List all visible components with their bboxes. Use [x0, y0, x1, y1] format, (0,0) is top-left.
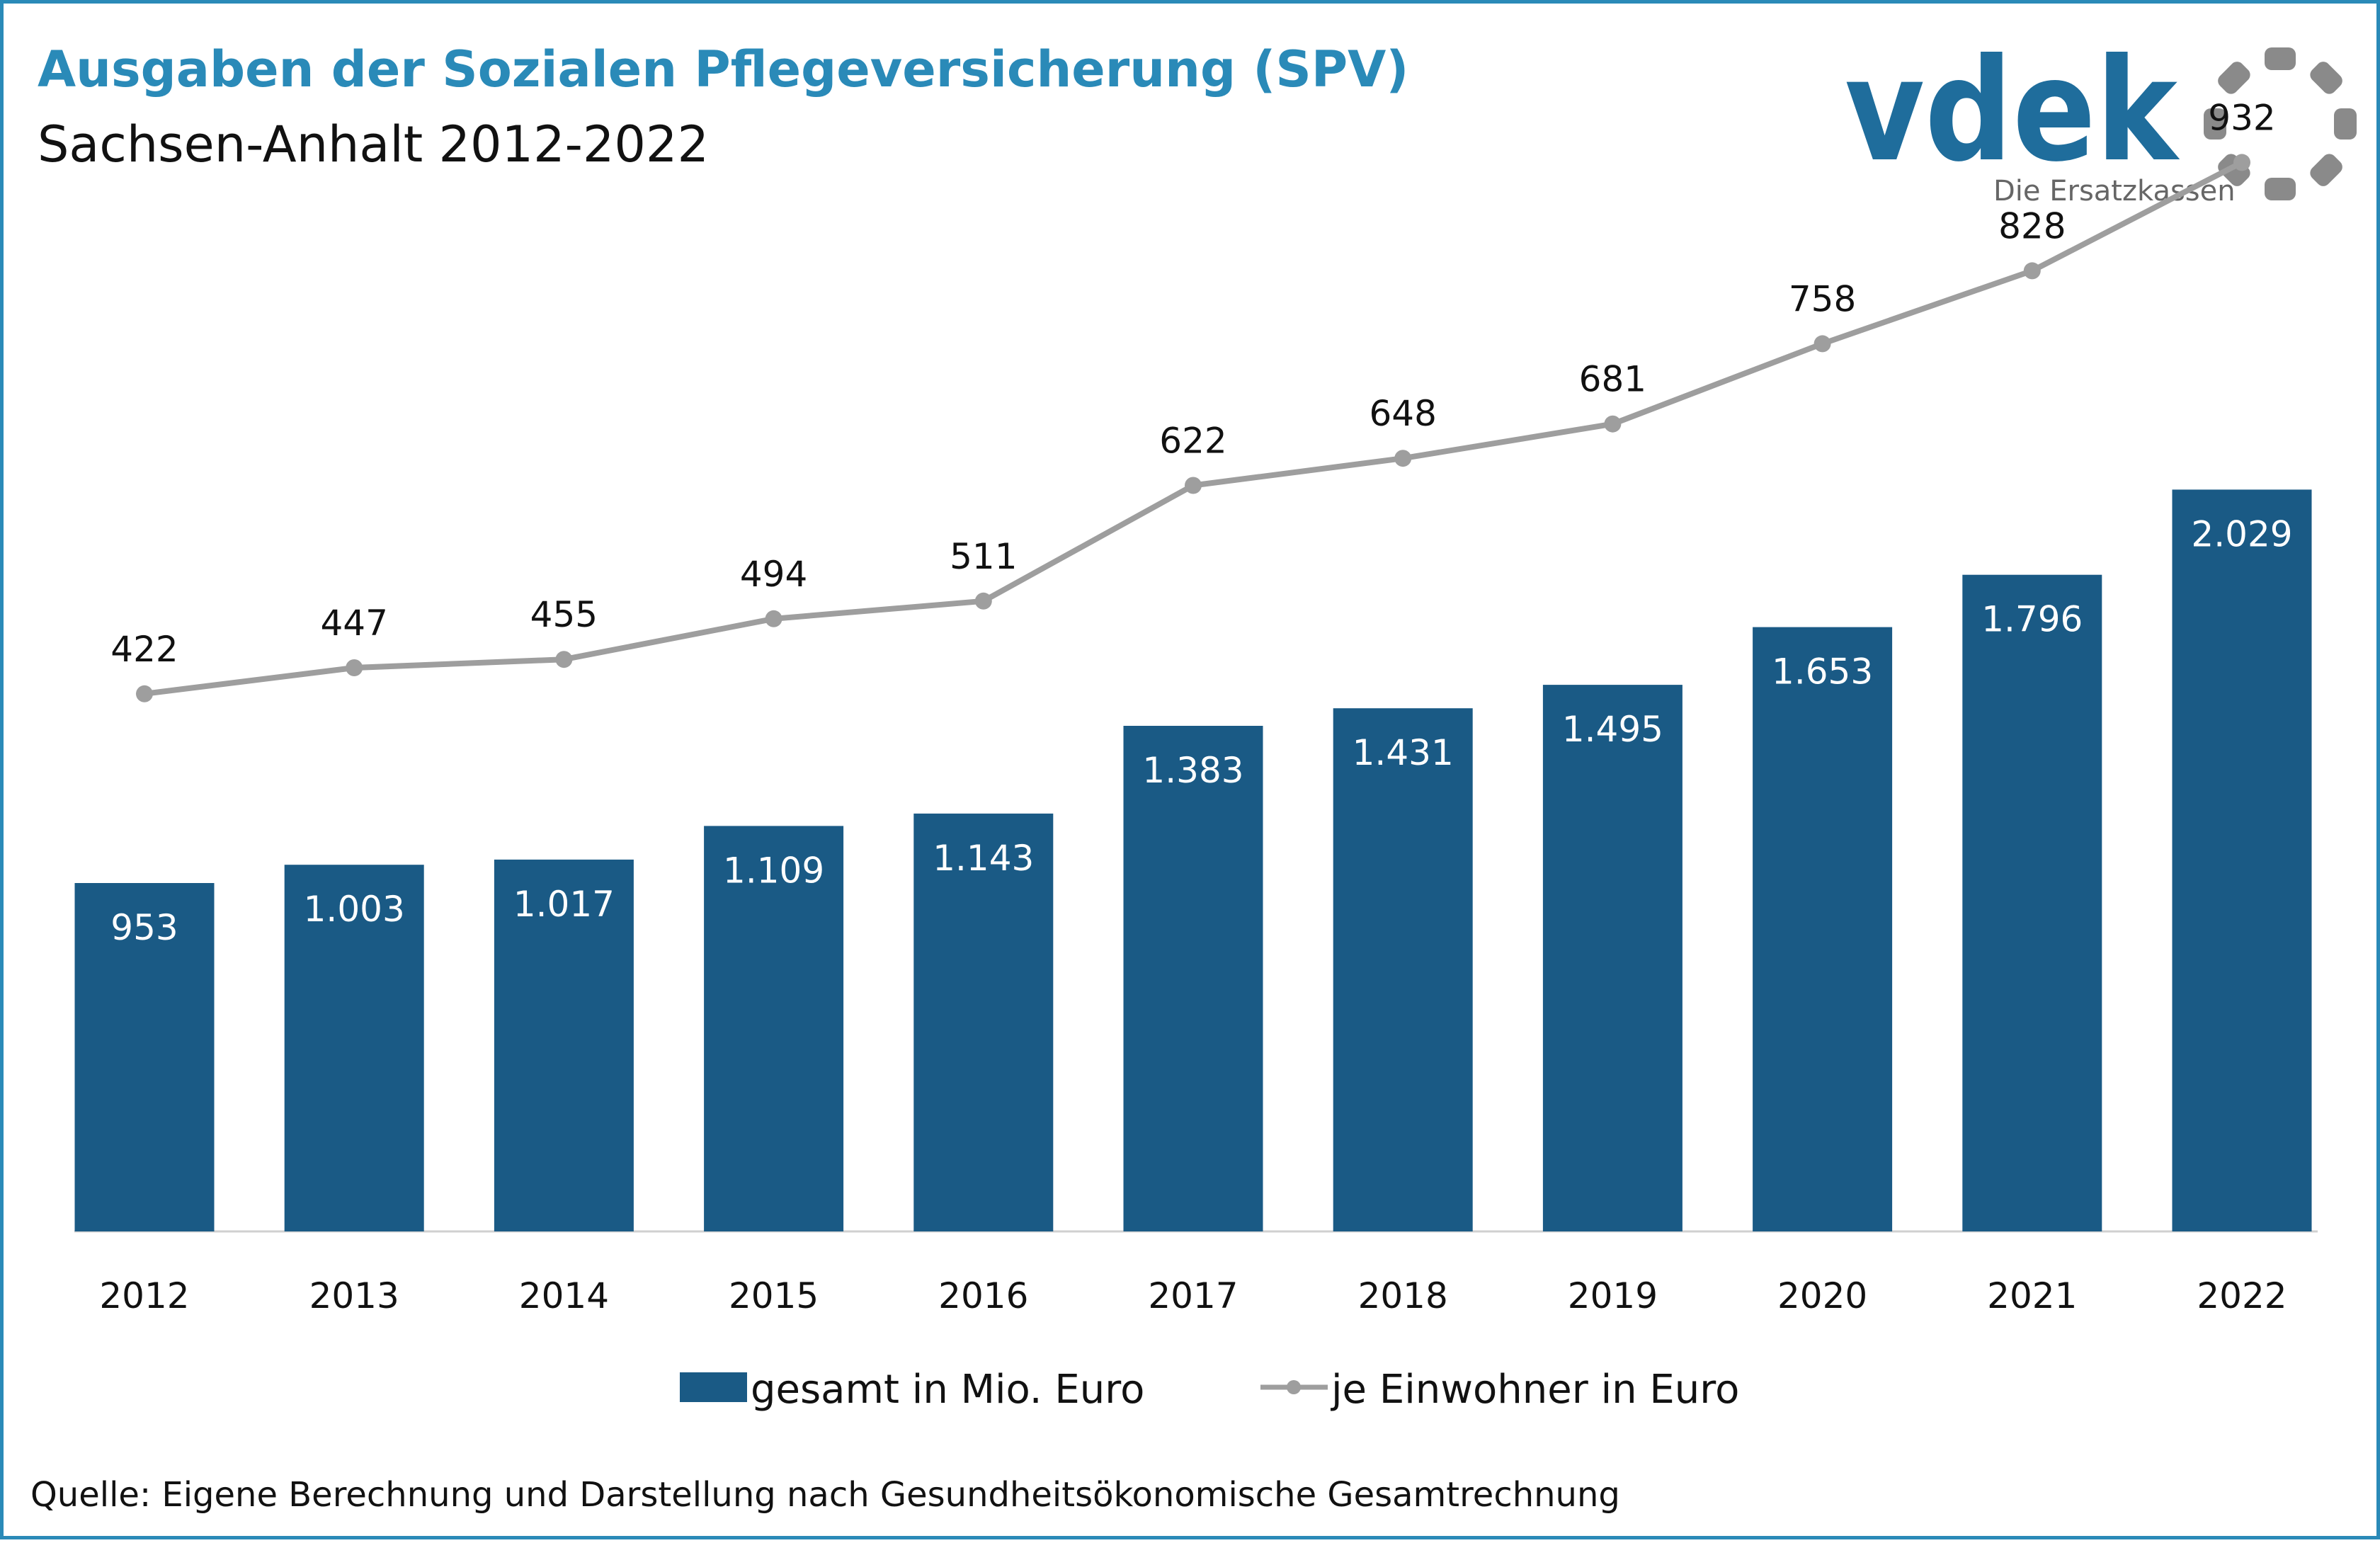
- line-point-2018: [1394, 450, 1412, 467]
- line-value-labels: 422 447 455 494 511 622 648 681 758 828 932: [110, 97, 2275, 669]
- logo-ring-segment: [2204, 108, 2226, 140]
- line-point-2014: [555, 651, 573, 668]
- line-point-2022: [2233, 154, 2250, 171]
- x-axis-tick-labels: 2012 2013 2014 2015 2016 2017 2018 2019 2020 2021…: [99, 1275, 2287, 1316]
- line-label-2017: 622: [1159, 421, 1226, 462]
- line-series: [136, 154, 2250, 702]
- x-tick-2021: 2021: [1987, 1275, 2077, 1316]
- bar-series: [74, 489, 2312, 1231]
- bar-2016: [913, 813, 1054, 1231]
- logo-tagline: Die Ersatzkassen: [1993, 175, 2236, 207]
- bar-2015: [704, 826, 844, 1231]
- bar-label-2022: 2.029: [2191, 513, 2292, 554]
- logo-ring-segment: [2265, 178, 2296, 200]
- line-label-2022: 932: [2208, 97, 2275, 138]
- x-tick-2014: 2014: [519, 1275, 609, 1316]
- chart-title: Ausgaben der Sozialen Pflegeversicherung…: [38, 40, 1409, 98]
- line-point-2013: [346, 659, 363, 676]
- line-point-2017: [1185, 477, 1202, 494]
- legend-label-bar: gesamt in Mio. Euro: [751, 1367, 1144, 1413]
- bar-label-2020: 1.653: [1772, 651, 1873, 693]
- bar-2014: [494, 859, 634, 1231]
- bar-label-2018: 1.431: [1353, 732, 1454, 773]
- x-tick-2018: 2018: [1358, 1275, 1448, 1316]
- line-label-2019: 681: [1579, 359, 1646, 400]
- bar-label-2012: 953: [110, 907, 178, 948]
- x-tick-2022: 2022: [2197, 1275, 2287, 1316]
- line-point-2015: [765, 610, 782, 627]
- line-point-2012: [136, 685, 153, 702]
- bar-2017: [1123, 726, 1263, 1231]
- x-tick-2015: 2015: [729, 1275, 819, 1316]
- logo-text: vdek: [1845, 28, 2180, 193]
- x-tick-2017: 2017: [1148, 1275, 1238, 1316]
- bar-2012: [74, 883, 215, 1231]
- x-tick-2016: 2016: [938, 1275, 1028, 1316]
- line-label-2012: 422: [110, 629, 178, 670]
- x-tick-2012: 2012: [99, 1275, 189, 1316]
- source-note: Quelle: Eigene Berechnung und Darstellun…: [30, 1475, 1620, 1515]
- logo-ring-segment: [2218, 154, 2250, 186]
- legend-label-line: je Einwohner in Euro: [1330, 1367, 1739, 1413]
- bar-2020: [1753, 627, 1893, 1231]
- logo-ring-segment: [2265, 47, 2296, 70]
- legend-swatch-marker: [1287, 1380, 1301, 1394]
- line-point-2016: [974, 592, 992, 610]
- combo-chart: 953 1.003 1.017 1.109 1.143 1.383 1.431 1.495 1.…: [74, 97, 2318, 1413]
- logo-ring-segment: [2334, 108, 2357, 140]
- bar-2018: [1333, 708, 1473, 1231]
- x-tick-2020: 2020: [1777, 1275, 1867, 1316]
- line-label-2016: 511: [950, 536, 1017, 577]
- legend: gesamt in Mio. Euro je Einwohner in Euro: [680, 1367, 1739, 1413]
- bar-value-labels: 953 1.003 1.017 1.109 1.143 1.383 1.431 1.495 1.…: [110, 513, 2292, 948]
- line-label-2013: 447: [320, 603, 387, 644]
- line-label-2014: 455: [530, 594, 598, 635]
- line-label-2015: 494: [740, 554, 807, 595]
- line-point-2020: [1814, 335, 1831, 353]
- bar-label-2019: 1.495: [1562, 709, 1663, 750]
- chart-subtitle: Sachsen-Anhalt 2012-2022: [38, 115, 710, 173]
- bar-2021: [1962, 574, 2102, 1231]
- line-point-2021: [2023, 262, 2041, 280]
- logo-ring-segment: [2310, 154, 2342, 186]
- logo-ring-icon: [2204, 47, 2357, 200]
- bar-2019: [1542, 685, 1682, 1231]
- bar-label-2013: 1.003: [304, 889, 405, 930]
- bar-label-2017: 1.383: [1142, 750, 1243, 791]
- line-label-2018: 648: [1369, 393, 1436, 434]
- bar-2013: [284, 865, 424, 1231]
- x-tick-2019: 2019: [1568, 1275, 1658, 1316]
- bar-label-2016: 1.143: [933, 838, 1034, 879]
- bar-label-2021: 1.796: [1981, 599, 2083, 640]
- logo-ring-segment: [2218, 62, 2250, 94]
- bar-label-2014: 1.017: [513, 884, 615, 925]
- logo-ring-segment: [2310, 62, 2342, 94]
- bar-2022: [2172, 489, 2312, 1231]
- bar-label-2015: 1.109: [723, 850, 824, 891]
- line-point-2019: [1604, 415, 1622, 433]
- vdek-logo: vdek Die Ersatzkassen: [1845, 28, 2357, 207]
- legend-swatch-bar: [680, 1372, 747, 1402]
- x-tick-2013: 2013: [309, 1275, 399, 1316]
- line-label-2020: 758: [1789, 278, 1856, 319]
- line-label-2021: 828: [1998, 205, 2066, 246]
